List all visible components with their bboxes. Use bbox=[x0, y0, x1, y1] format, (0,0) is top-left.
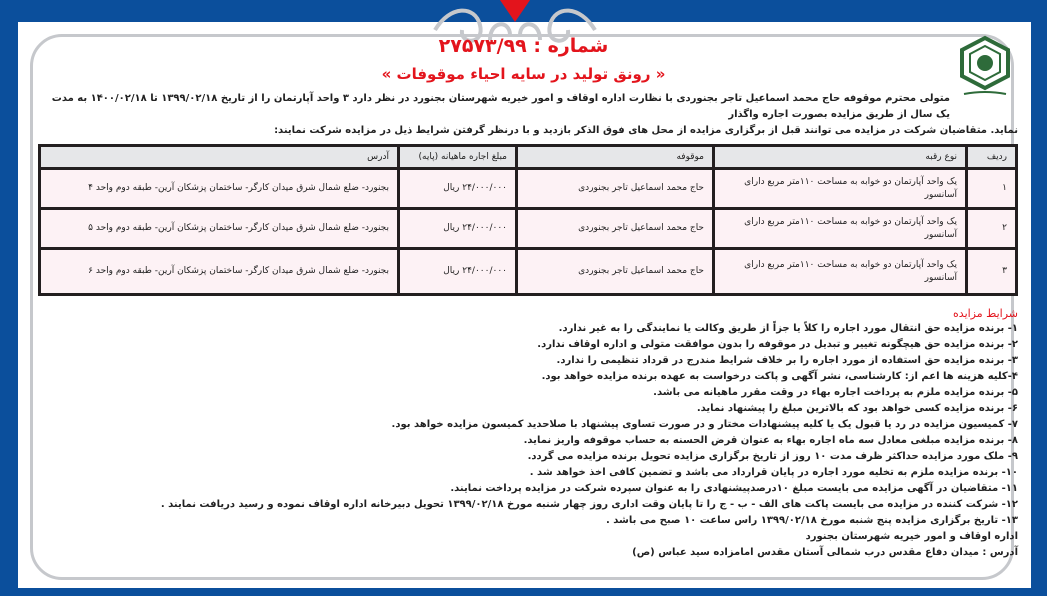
condition-item: ۱- برنده مزایده حق انتقال مورد اجاره را … bbox=[558, 323, 1018, 334]
condition-item: ۸- برنده مزایده مبلغی معادل سه ماه اجاره… bbox=[523, 435, 1018, 446]
condition-item: ۱۳- تاریخ برگزاری مزایده پنج شنبه مورخ ۱… bbox=[605, 515, 1018, 526]
cell-type: یک واحد آپارتمان دو خوابه به مساحت ۱۱۰مت… bbox=[712, 207, 968, 250]
header-rent: مبلغ اجاره ماهیانه (پایه) bbox=[397, 144, 518, 170]
table-row: ۱ یک واحد آپارتمان دو خوابه به مساحت ۱۱۰… bbox=[38, 167, 1018, 210]
condition-item: ۶- برنده مزایده کسی خواهد بود که بالاتری… bbox=[696, 403, 1018, 414]
condition-item: ۱۲- شرکت کننده در مزایده می بایست پاکت ه… bbox=[160, 499, 1018, 510]
header-endowment: موقوفه bbox=[515, 144, 715, 170]
intro-line-2: نماید. متقاضیان شرکت در مزایده می توانند… bbox=[274, 125, 1018, 136]
table-row: ۲ یک واحد آپارتمان دو خوابه به مساحت ۱۱۰… bbox=[38, 207, 1018, 250]
frame-left bbox=[0, 0, 18, 596]
condition-item: ۳- برنده مزایده حق استفاده از مورد اجاره… bbox=[556, 355, 1018, 366]
cell-address: بجنورد- ضلع شمال شرق میدان کارگر- ساختما… bbox=[38, 207, 400, 250]
office-name: اداره اوقاف و امور خیریه شهرستان بجنورد bbox=[805, 531, 1018, 542]
notice-number: شماره : ۲۷۵۷۳/۹۹ bbox=[438, 35, 609, 57]
notice-content: متولی محترم موقوفه حاج محمد اسماعیل تاجر… bbox=[38, 91, 1018, 561]
intro-line-1: متولی محترم موقوفه حاج محمد اسماعیل تاجر… bbox=[51, 93, 950, 120]
cell-index: ۳ bbox=[965, 247, 1018, 296]
slogan: « رونق تولید در سایه احیاء موقوفات » bbox=[381, 65, 666, 83]
auction-table: ردیف نوع رقبه موقوفه مبلغ اجاره ماهیانه … bbox=[38, 144, 1018, 296]
table-row: ۳ یک واحد آپارتمان دو خوابه به مساحت ۱۱۰… bbox=[38, 247, 1018, 296]
cell-index: ۱ bbox=[965, 167, 1018, 210]
office-address: آدرس : میدان دفاع مقدس درب شمالی آستان م… bbox=[632, 547, 1018, 558]
cell-address: بجنورد- ضلع شمال شرق میدان کارگر- ساختما… bbox=[38, 167, 400, 210]
cell-endowment: حاج محمد اسماعیل تاجر بجنوردی bbox=[515, 167, 715, 210]
header-index: ردیف bbox=[965, 144, 1018, 170]
cell-rent: ۲۴/۰۰۰/۰۰۰ ریال bbox=[397, 207, 518, 250]
frame-top bbox=[0, 0, 1047, 22]
ornament-icon bbox=[433, 0, 597, 43]
conditions-heading: شرایط مزایده bbox=[953, 307, 1018, 320]
condition-item: ۴-کلیه هزینه ها اعم از: کارشناسی، نشر آگ… bbox=[541, 371, 1018, 382]
header-address: آدرس bbox=[38, 144, 400, 170]
cell-type: یک واحد آپارتمان دو خوابه به مساحت ۱۱۰مت… bbox=[712, 247, 968, 296]
condition-item: ۹- ملک مورد مزایده حداکثر ظرف مدت ۱۰ روز… bbox=[527, 451, 1018, 462]
conditions-list: ۱- برنده مزایده حق انتقال مورد اجاره را … bbox=[38, 321, 1018, 561]
frame-bottom bbox=[0, 588, 1047, 596]
cell-endowment: حاج محمد اسماعیل تاجر بجنوردی bbox=[515, 247, 715, 296]
cell-index: ۲ bbox=[965, 207, 1018, 250]
cell-rent: ۲۴/۰۰۰/۰۰۰ ریال bbox=[397, 247, 518, 296]
cell-endowment: حاج محمد اسماعیل تاجر بجنوردی bbox=[515, 207, 715, 250]
inner-border bbox=[30, 34, 1014, 580]
condition-item: ۷- کمیسیون مزایده در رد یا قبول یک یا کل… bbox=[391, 419, 1018, 430]
condition-item: ۱۱- متقاضیان در آگهی مزایده می بایست مبل… bbox=[450, 483, 1018, 494]
cell-rent: ۲۴/۰۰۰/۰۰۰ ریال bbox=[397, 167, 518, 210]
frame-right bbox=[1031, 0, 1047, 596]
condition-item: ۱۰- برنده مزایده ملزم به تخلیه مورد اجار… bbox=[529, 467, 1018, 478]
condition-item: ۲- برنده مزایده حق هیچگونه تغییر و تبدیل… bbox=[537, 339, 1018, 350]
cell-type: یک واحد آپارتمان دو خوابه به مساحت ۱۱۰مت… bbox=[712, 167, 968, 210]
cell-address: بجنورد- ضلع شمال شرق میدان کارگر- ساختما… bbox=[38, 247, 400, 296]
table-header: ردیف نوع رقبه موقوفه مبلغ اجاره ماهیانه … bbox=[38, 144, 1018, 170]
condition-item: ۵- برنده مزایده ملزم به پرداخت اجاره بها… bbox=[653, 387, 1018, 398]
endowment-logo-icon bbox=[960, 35, 1010, 95]
header-type: نوع رقبه bbox=[712, 144, 968, 170]
